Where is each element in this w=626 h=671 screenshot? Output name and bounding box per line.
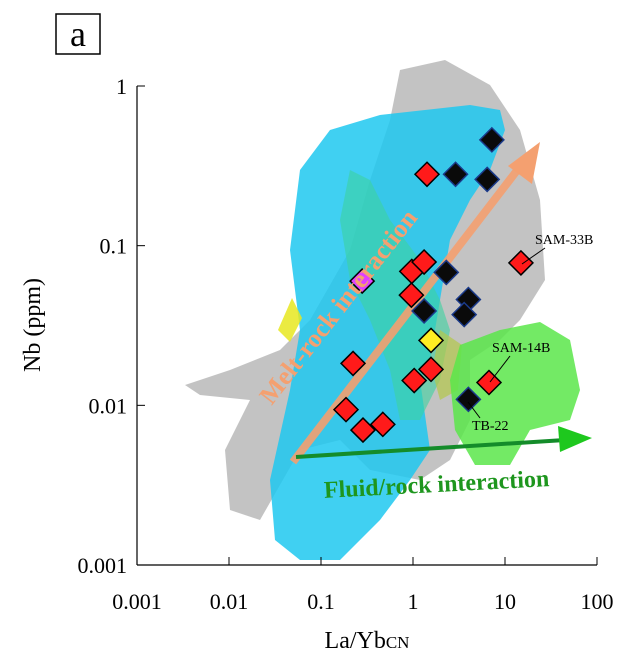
x-axis-label: La/YbCN	[325, 628, 410, 654]
fluid-arrow-head	[558, 426, 592, 452]
y-axis-label: Nb (ppm)	[20, 278, 46, 372]
x-tick-label: 100	[581, 589, 614, 614]
arrows	[289, 142, 592, 465]
y-tick-label: 0.1	[100, 234, 128, 259]
panel-box	[55, 13, 101, 55]
x-tick-label: 0.001	[112, 589, 162, 614]
point	[451, 301, 478, 328]
melt-arrow-head	[508, 142, 540, 184]
point	[339, 350, 367, 377]
point	[332, 396, 360, 423]
annotation: TB-22	[472, 419, 509, 434]
y-tick-label: 0.001	[78, 553, 128, 578]
leader-line	[489, 355, 511, 383]
y-tick-label: 1	[116, 74, 127, 99]
point	[411, 297, 438, 325]
point	[478, 126, 505, 153]
x-tick-label: 0.1	[307, 589, 335, 614]
point	[417, 327, 445, 354]
leader-line	[467, 401, 481, 419]
y-tick-label: 0.01	[89, 393, 128, 418]
x-axis-label-sub: CN	[386, 633, 410, 652]
x-tick-label: 0.01	[210, 589, 249, 614]
point	[398, 282, 425, 309]
x-tick-label: 10	[494, 589, 516, 614]
point	[413, 161, 441, 188]
point	[475, 369, 503, 396]
green-field	[450, 322, 580, 465]
panel-label: a	[70, 14, 86, 54]
point	[349, 417, 377, 444]
x-axis-label-main: La/Yb	[325, 628, 386, 654]
annotation: SAM-14B	[492, 341, 550, 356]
point	[455, 386, 482, 413]
x-tick-label: 1	[408, 589, 419, 614]
annotation: SAM-33B	[535, 233, 593, 248]
point	[369, 411, 396, 438]
point	[433, 259, 460, 286]
melt-arrow-shaft	[289, 157, 529, 465]
point	[411, 248, 438, 276]
point	[417, 356, 445, 383]
point	[474, 166, 501, 193]
fluid-arrow-shaft	[295, 438, 566, 459]
point	[349, 268, 376, 295]
point	[401, 367, 428, 394]
point	[442, 161, 469, 188]
yellow-field	[278, 298, 302, 342]
teal-field	[340, 170, 450, 420]
leader-line	[521, 247, 546, 265]
